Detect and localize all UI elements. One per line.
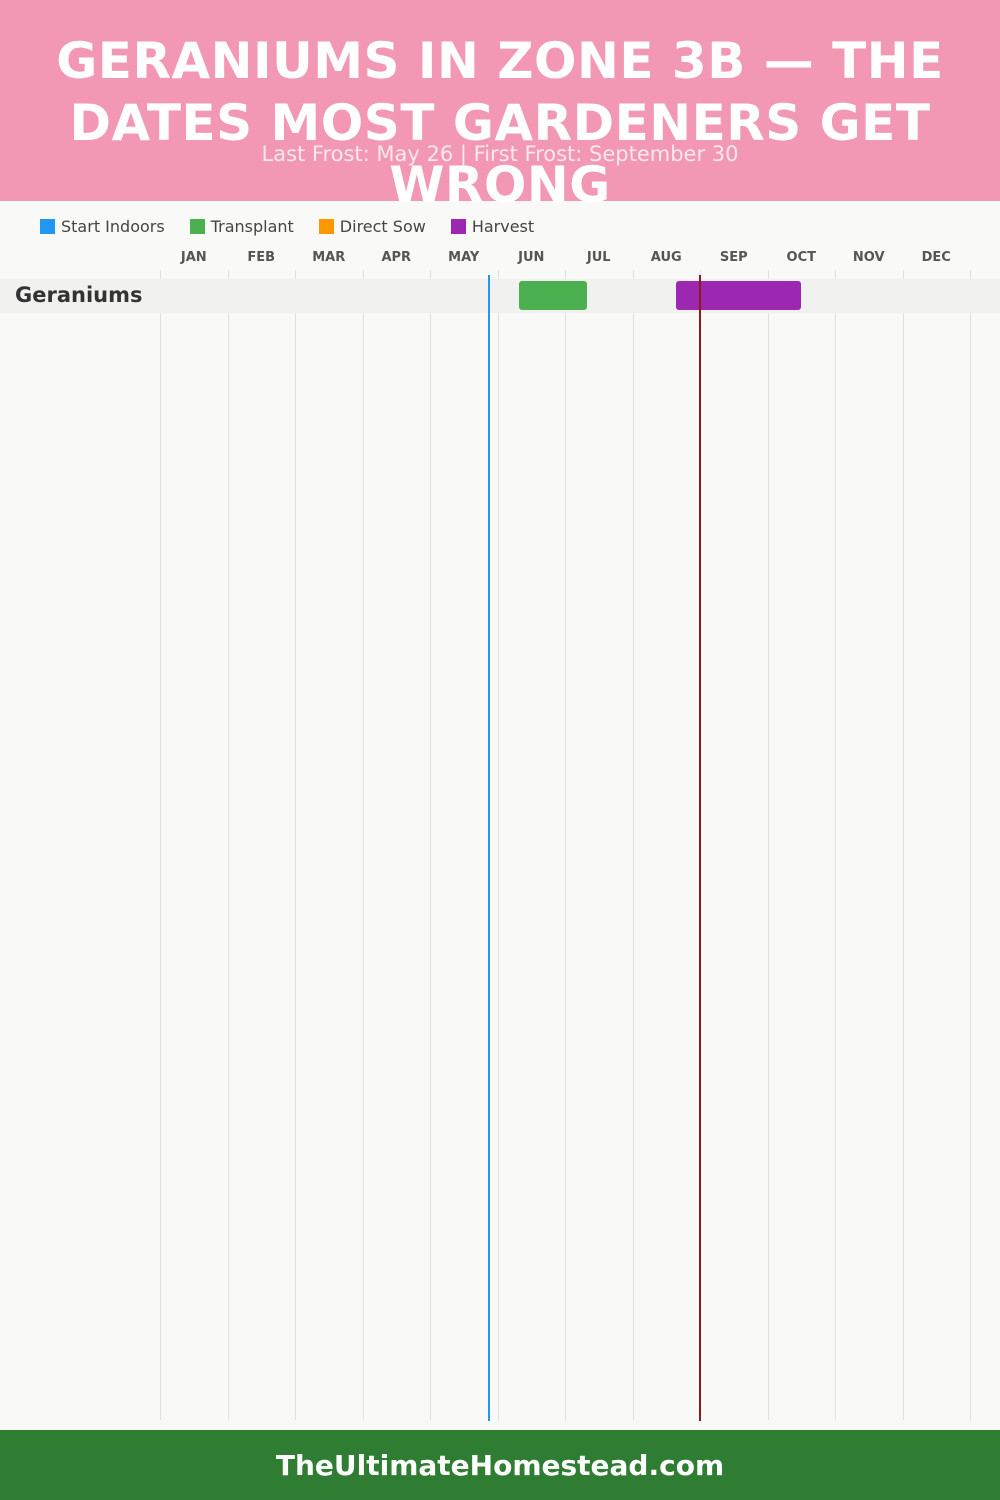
month-gridline	[970, 313, 971, 1420]
chart-legend: Start Indoors Transplant Direct Sow Harv…	[40, 215, 559, 237]
month-gridline	[835, 270, 836, 279]
month-gridline	[768, 270, 769, 279]
legend-item-transplant: Transplant	[189, 216, 294, 236]
month-label-oct: OCT	[786, 250, 816, 265]
month-gridline	[970, 270, 971, 279]
month-gridline	[430, 270, 431, 279]
crop-label-geraniums: Geraniums	[15, 283, 143, 307]
month-label-jan: JAN	[180, 250, 207, 265]
month-label-dec: DEC	[921, 250, 951, 265]
month-gridline	[768, 313, 769, 1420]
month-gridline	[633, 270, 634, 279]
month-label-apr: APR	[381, 250, 412, 265]
month-label-nov: NOV	[852, 250, 885, 265]
month-label-may: MAY	[448, 250, 480, 265]
month-label-mar: MAR	[312, 250, 346, 265]
month-gridline	[498, 270, 499, 279]
footer-banner: TheUltimateHomestead.com	[0, 1430, 1000, 1500]
legend-swatch-transplant	[189, 218, 205, 234]
month-gridline	[228, 313, 229, 1420]
month-gridline	[903, 270, 904, 279]
bar-transplant	[519, 281, 588, 310]
legend-swatch-start-indoors	[40, 218, 55, 234]
month-gridline	[565, 270, 566, 279]
month-gridline	[700, 270, 701, 279]
legend-item-harvest: Harvest	[450, 216, 535, 236]
legend-item-start-indoors: Start Indoors	[40, 217, 165, 236]
crop-row-band	[0, 279, 1000, 313]
legend-swatch-direct-sow	[318, 218, 334, 234]
last-frost-line	[487, 275, 490, 1421]
month-label-feb: FEB	[247, 250, 276, 265]
footer-site-name: TheUltimateHomestead.com	[275, 1448, 725, 1482]
month-gridline	[633, 313, 634, 1420]
first-frost-line	[699, 275, 701, 1421]
month-axis: JAN FEB MAR APR MAY JUN JUL AUG SEP OCT NOV DEC	[0, 250, 1000, 270]
legend-label: Direct Sow	[339, 216, 426, 236]
month-label-aug: AUG	[650, 250, 682, 265]
header-banner: Geraniums in Zone 3b — The Dates Most Ga…	[0, 0, 1000, 214]
month-label-sep: SEP	[719, 250, 748, 265]
legend-label: Start Indoors	[61, 216, 165, 236]
legend-item-direct-sow: Direct Sow	[318, 216, 426, 236]
month-gridline	[903, 313, 904, 1420]
month-gridline	[430, 313, 431, 1420]
month-gridline	[565, 313, 566, 1420]
month-gridline	[295, 270, 296, 279]
month-gridline	[363, 270, 364, 279]
bar-harvest	[675, 281, 802, 310]
frost-dates-subtitle: Last Frost: May 26 | First Frost: Septem…	[261, 142, 739, 166]
legend-label: Transplant	[210, 216, 294, 236]
legend-swatch-harvest	[450, 218, 466, 234]
month-gridline	[295, 313, 296, 1420]
page-title: Geraniums in Zone 3b — The Dates Most Ga…	[56, 32, 944, 214]
month-gridline	[498, 313, 499, 1420]
month-label-jun: JUN	[518, 250, 545, 265]
legend-label: Harvest	[471, 216, 535, 236]
month-label-jul: JUL	[586, 250, 611, 265]
month-gridline	[228, 270, 229, 279]
month-gridline	[363, 313, 364, 1420]
month-gridline	[160, 270, 161, 279]
month-gridline	[835, 313, 836, 1420]
month-gridline	[160, 313, 161, 1420]
